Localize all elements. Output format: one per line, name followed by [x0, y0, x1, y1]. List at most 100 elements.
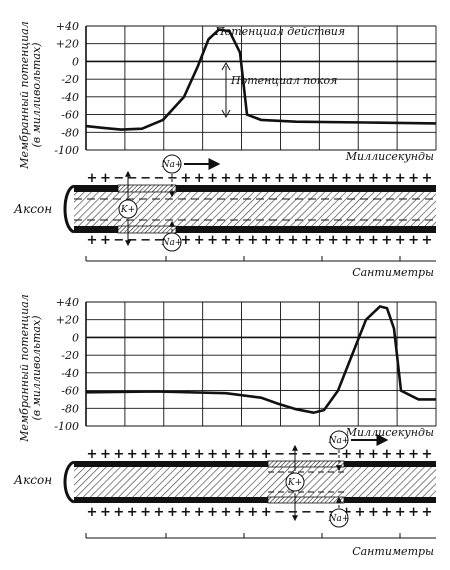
membrane-charge-sign: + — [221, 505, 232, 520]
membrane-charge-sign: + — [180, 447, 191, 462]
membrane-charge-sign: + — [221, 233, 232, 248]
membrane-charge-sign: + — [113, 505, 124, 520]
membrane-charge-sign: + — [288, 233, 299, 248]
chart-1-ytick-label: -20 — [61, 73, 79, 86]
membrane-charge-sign: + — [274, 171, 285, 186]
membrane-charge-sign: + — [381, 505, 392, 520]
axon-1-bottom-plus-row: ++−−−−−+++++++++++++++++++ — [87, 233, 433, 248]
chart-1-ytick-label: -100 — [54, 144, 79, 157]
axon-2-scale: Сантиметры — [85, 533, 436, 558]
axon-2-na-ion-top: Na+ — [328, 430, 389, 472]
chart-2-ytick-label: 0 — [72, 331, 79, 344]
svg-text:Na+: Na+ — [161, 160, 183, 170]
svg-text:K+: K+ — [120, 205, 135, 215]
membrane-charge-sign: + — [127, 505, 138, 520]
membrane-charge-sign: + — [368, 233, 379, 248]
membrane-charge-sign: + — [234, 447, 245, 462]
chart-1-xlabel: Миллисекунды — [345, 150, 434, 163]
membrane-charge-sign: + — [261, 505, 272, 520]
membrane-charge-sign: + — [100, 233, 111, 248]
axon-2-top-plus-row: + + + + + + + + + + + + + + − − − − − + + + + + + + — [87, 447, 433, 462]
chart-2-ytick-label: -80 — [61, 402, 79, 415]
chart-1-ytick-label: -40 — [61, 91, 79, 104]
membrane-charge-sign: + — [167, 447, 178, 462]
membrane-charge-sign: − — [167, 171, 178, 186]
axon-1-membrane-bottom — [74, 226, 436, 233]
membrane-charge-sign: − — [314, 447, 325, 462]
chart-2-ytick-label: -100 — [54, 420, 79, 433]
axon-2-bottom-plus-row: ++++++++++++++−−−−−+++++++ — [87, 505, 433, 520]
membrane-charge-sign: + — [368, 505, 379, 520]
chart-1-ylabel-line2: (в милливольтах) — [30, 43, 43, 148]
membrane-charge-sign: + — [341, 447, 352, 462]
membrane-charge-sign: − — [301, 505, 312, 520]
membrane-charge-sign: + — [154, 505, 165, 520]
axon-2-depolarized-bottom — [267, 496, 345, 504]
membrane-charge-sign: − — [154, 233, 165, 248]
membrane-charge-sign: + — [422, 233, 433, 248]
axon-2-membrane-top — [74, 461, 436, 467]
axon-1-end-cap — [63, 184, 75, 234]
axon-1-top-plus-row: + + − − − − − + + + + + + + + + + + + + + + + + + + — [87, 171, 433, 186]
membrane-charge-sign: + — [87, 447, 98, 462]
membrane-charge-sign: + — [422, 447, 433, 462]
membrane-charge-sign: − — [140, 171, 151, 186]
membrane-charge-sign: + — [180, 505, 191, 520]
svg-text:Na+: Na+ — [328, 514, 350, 524]
axon-diagram-1: Аксон ++−−−−−+++++++++++++++++++ ++−−−−−… — [13, 154, 436, 279]
membrane-charge-sign: + — [408, 505, 419, 520]
membrane-charge-sign: + — [194, 233, 205, 248]
membrane-charge-sign: + — [221, 447, 232, 462]
axon-1-label: Аксон — [13, 202, 52, 216]
membrane-charge-sign: + — [355, 505, 366, 520]
membrane-charge-sign: + — [87, 233, 98, 248]
axon-2-end-cap — [63, 460, 75, 504]
chart-2: Мембранный потенциал (в милливольтах) +4… — [18, 294, 437, 443]
membrane-charge-sign: + — [355, 447, 366, 462]
svg-text:Na+: Na+ — [161, 238, 183, 248]
membrane-charge-sign: + — [234, 171, 245, 186]
membrane-charge-sign: − — [314, 505, 325, 520]
axon-1-membrane-top — [74, 185, 436, 192]
membrane-charge-sign: + — [341, 233, 352, 248]
membrane-charge-sign: + — [247, 233, 258, 248]
chart-1-ytick-label: +20 — [56, 38, 79, 51]
membrane-charge-sign: + — [422, 171, 433, 186]
membrane-charge-sign: + — [100, 447, 111, 462]
membrane-charge-sign: + — [207, 447, 218, 462]
membrane-charge-sign: + — [381, 171, 392, 186]
chart-1-action-potential-label: Потенциал действия — [214, 25, 345, 38]
membrane-charge-sign: − — [288, 505, 299, 520]
membrane-charge-sign: + — [395, 171, 406, 186]
membrane-charge-sign: − — [274, 447, 285, 462]
membrane-charge-sign: + — [180, 233, 191, 248]
membrane-charge-sign: + — [207, 233, 218, 248]
chart-2-ylabel-line2: (в милливольтах) — [30, 316, 43, 421]
membrane-charge-sign: − — [301, 447, 312, 462]
membrane-charge-sign: + — [167, 505, 178, 520]
membrane-charge-sign: + — [207, 505, 218, 520]
chart-2-potential-curve — [85, 304, 436, 415]
chart-2-yticks: +40 +20 0 -20 -40 -60 -80 -100 — [54, 296, 79, 433]
membrane-charge-sign: + — [127, 447, 138, 462]
axon-2-membrane-bottom — [74, 497, 436, 503]
membrane-charge-sign: + — [247, 505, 258, 520]
membrane-charge-sign: − — [127, 233, 138, 248]
chart-2-ytick-label: +20 — [56, 314, 79, 327]
axon-2-scale-label: Сантиметры — [352, 545, 434, 558]
membrane-charge-sign: + — [140, 447, 151, 462]
membrane-charge-sign: + — [422, 505, 433, 520]
chart-2-ytick-label: -20 — [61, 349, 79, 362]
membrane-charge-sign: + — [328, 171, 339, 186]
membrane-charge-sign: − — [328, 447, 339, 462]
membrane-charge-sign: + — [234, 233, 245, 248]
chart-1-ytick-label: -80 — [61, 126, 79, 139]
membrane-charge-sign: + — [100, 505, 111, 520]
membrane-charge-sign: + — [341, 171, 352, 186]
membrane-charge-sign: + — [87, 171, 98, 186]
membrane-charge-sign: + — [395, 233, 406, 248]
membrane-charge-sign: + — [194, 505, 205, 520]
axon-1-depolarized-top — [117, 184, 177, 193]
membrane-charge-sign: − — [274, 505, 285, 520]
membrane-charge-sign: + — [113, 447, 124, 462]
